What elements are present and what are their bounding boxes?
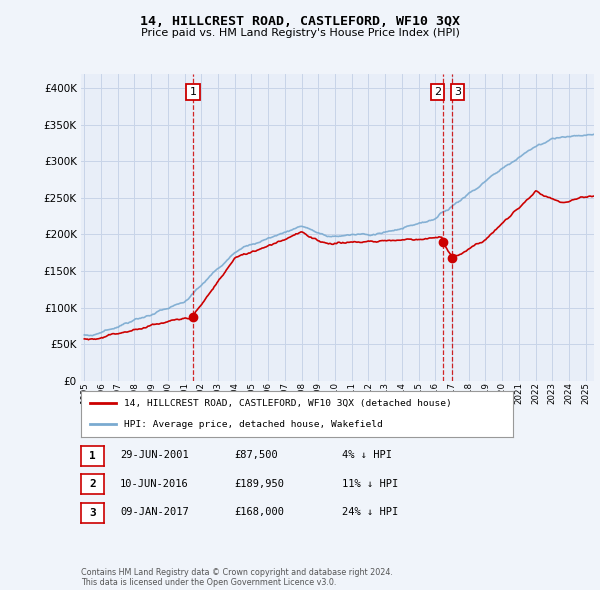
Text: 14, HILLCREST ROAD, CASTLEFORD, WF10 3QX: 14, HILLCREST ROAD, CASTLEFORD, WF10 3QX [140,15,460,28]
Text: £87,500: £87,500 [234,451,278,460]
Text: 11% ↓ HPI: 11% ↓ HPI [342,479,398,489]
Text: 4% ↓ HPI: 4% ↓ HPI [342,451,392,460]
Text: 10-JUN-2016: 10-JUN-2016 [120,479,189,489]
Text: 09-JAN-2017: 09-JAN-2017 [120,507,189,517]
Text: 24% ↓ HPI: 24% ↓ HPI [342,507,398,517]
Text: Price paid vs. HM Land Registry's House Price Index (HPI): Price paid vs. HM Land Registry's House … [140,28,460,38]
Text: £168,000: £168,000 [234,507,284,517]
Text: 2: 2 [89,480,96,489]
Text: 2: 2 [434,87,441,97]
Text: 1: 1 [89,451,96,461]
Text: HPI: Average price, detached house, Wakefield: HPI: Average price, detached house, Wake… [124,419,383,429]
Text: 14, HILLCREST ROAD, CASTLEFORD, WF10 3QX (detached house): 14, HILLCREST ROAD, CASTLEFORD, WF10 3QX… [124,398,452,408]
Text: 3: 3 [89,508,96,517]
Text: 3: 3 [454,87,461,97]
Text: 1: 1 [190,87,196,97]
Text: £189,950: £189,950 [234,479,284,489]
Text: Contains HM Land Registry data © Crown copyright and database right 2024.
This d: Contains HM Land Registry data © Crown c… [81,568,393,587]
Text: 29-JUN-2001: 29-JUN-2001 [120,451,189,460]
